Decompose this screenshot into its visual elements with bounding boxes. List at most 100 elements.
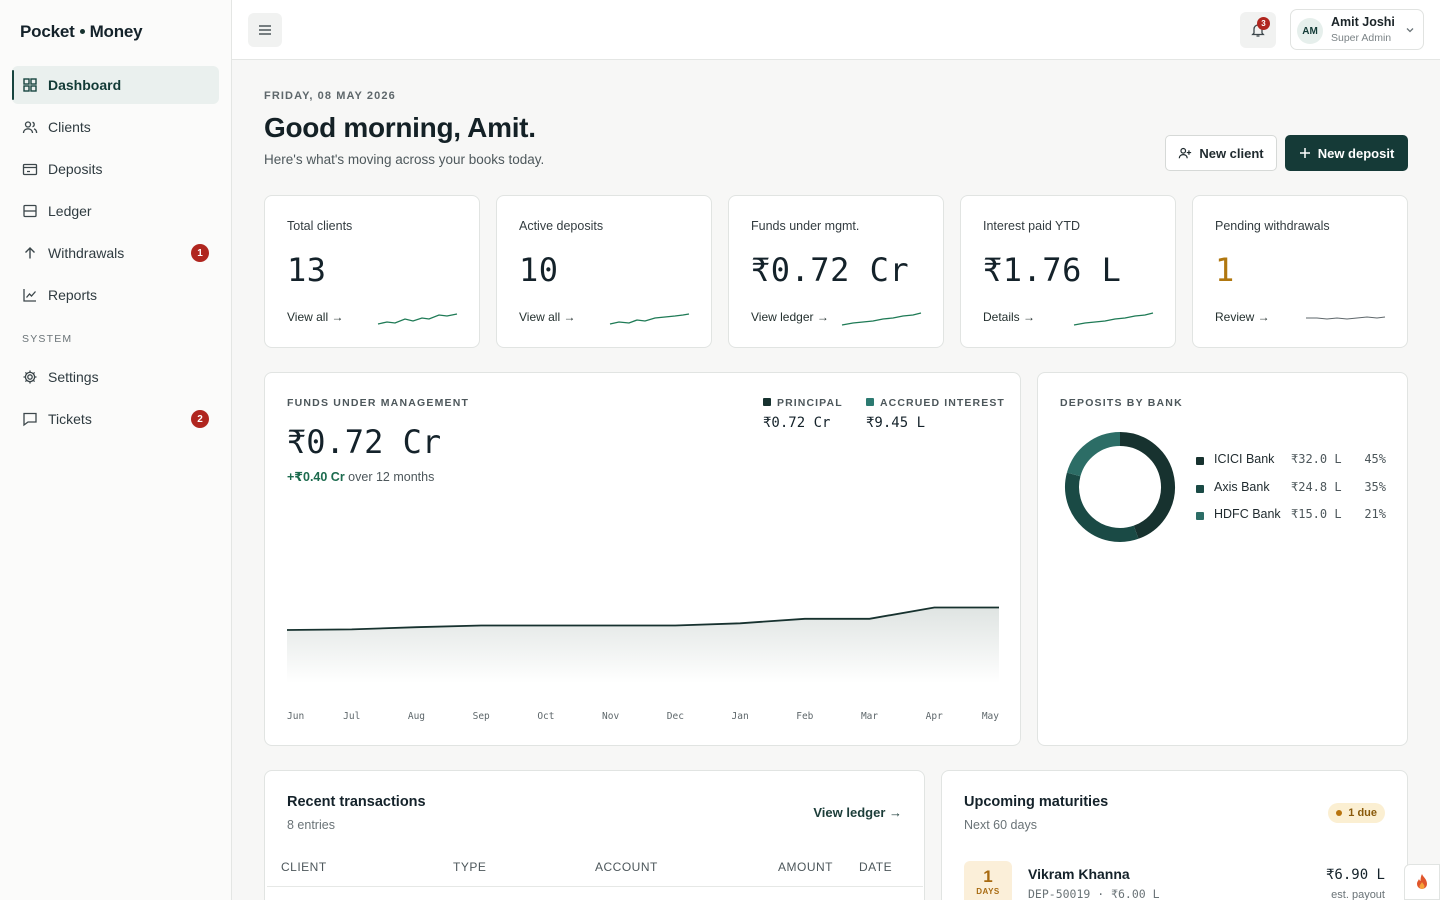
arrow-up-icon — [22, 245, 38, 261]
gear-icon — [22, 369, 38, 385]
chart-title: FUNDS UNDER MANAGEMENT — [287, 397, 470, 409]
stat-label: Funds under mgmt. — [751, 219, 860, 233]
stat-link[interactable]: View all → — [287, 310, 344, 324]
brand-logo[interactable]: Pocket Money — [20, 22, 143, 42]
sparkline — [1073, 312, 1154, 326]
nav-label: Clients — [48, 119, 91, 135]
current-date: FRIDAY, 08 MAY 2026 — [264, 90, 396, 102]
user-menu[interactable]: AM Amit Joshi Super Admin — [1290, 9, 1424, 50]
wallet-icon — [22, 161, 38, 177]
view-ledger-link[interactable]: View ledger → — [813, 805, 902, 820]
stat-link[interactable]: View all → — [519, 310, 576, 324]
new-deposit-button[interactable]: New deposit — [1285, 135, 1408, 171]
floating-action-button[interactable] — [1404, 864, 1440, 900]
stat-card-active-deposits[interactable]: Active deposits 10 View all → — [496, 195, 712, 348]
legend-swatch — [1196, 457, 1204, 465]
stat-card-pending-withdrawals[interactable]: Pending withdrawals 1 Review → — [1192, 195, 1408, 348]
legend-swatch — [1196, 512, 1204, 520]
donut-slice[interactable] — [1066, 432, 1121, 477]
nav-label: Reports — [48, 287, 98, 303]
nav-label: Tickets — [48, 411, 92, 427]
nav-item-dashboard[interactable]: Dashboard — [12, 66, 219, 104]
stat-link[interactable]: Review → — [1215, 310, 1270, 324]
nav-item-ledger[interactable]: Ledger — [12, 192, 219, 230]
nav-item-clients[interactable]: Clients — [12, 108, 219, 146]
stat-label: Interest paid YTD — [983, 219, 1081, 233]
x-tick-label: Jan — [732, 711, 749, 722]
new-client-label: New client — [1199, 145, 1264, 161]
message-icon — [22, 411, 38, 427]
funds-under-management-card: FUNDS UNDER MANAGEMENT ₹0.72 Cr +₹0.40 C… — [264, 372, 1021, 746]
stat-card-total-clients[interactable]: Total clients 13 View all → — [264, 195, 480, 348]
avatar: AM — [1297, 18, 1323, 44]
x-tick-label: Apr — [926, 711, 943, 722]
plus-icon — [1299, 148, 1310, 158]
sidebar: Pocket Money Dashboard Clients Deposits L… — [0, 0, 232, 900]
deposits-by-bank-card: DEPOSITS BY BANK ICICI Bank ₹32.0 L 45% … — [1037, 372, 1408, 746]
nav-item-tickets[interactable]: Tickets 2 — [12, 400, 219, 438]
maturity-deposit-ref: DEP-50019 · ₹6.00 L — [1028, 887, 1160, 900]
maturity-note: est. payout — [1331, 889, 1385, 900]
due-badge: 1 due — [1328, 803, 1385, 823]
hamburger-icon — [259, 25, 271, 35]
nav-label: Ledger — [48, 203, 92, 219]
stat-value: ₹1.76 L — [983, 251, 1122, 289]
page-title: Good morning, Amit. — [264, 112, 536, 143]
column-header-account[interactable]: ACCOUNT — [595, 860, 658, 874]
system-section-label: SYSTEM — [22, 333, 73, 345]
bank-amount: ₹24.8 L — [1291, 480, 1342, 494]
ledger-icon — [22, 203, 38, 219]
notification-count-badge: 3 — [1257, 17, 1270, 30]
nav-item-reports[interactable]: Reports — [12, 276, 219, 314]
bank-amount: ₹15.0 L — [1291, 507, 1342, 521]
days-remaining-label: DAYS — [976, 887, 1000, 896]
stat-label: Total clients — [287, 219, 353, 233]
legend-label: ACCRUED INTEREST — [880, 397, 1005, 409]
x-tick-label: Jul — [343, 711, 360, 722]
topbar: 3 AM Amit Joshi Super Admin — [232, 0, 1440, 60]
donut-slice[interactable] — [1065, 472, 1139, 542]
bank-percent: 45% — [1364, 452, 1386, 466]
maturity-client-name[interactable]: Vikram Khanna — [1028, 866, 1130, 882]
bank-name: Axis Bank — [1214, 480, 1270, 494]
new-client-button[interactable]: New client — [1165, 135, 1277, 171]
stat-link[interactable]: Details → — [983, 310, 1036, 324]
notifications-button[interactable]: 3 — [1240, 12, 1276, 48]
legend-swatch — [763, 398, 771, 406]
maturity-amount: ₹6.90 L — [1325, 867, 1385, 883]
flame-icon — [1417, 874, 1427, 889]
stat-card-funds-under-management[interactable]: Funds under mgmt. ₹0.72 Cr View ledger → — [728, 195, 944, 348]
recent-transactions-card: Recent transactions 8 entries View ledge… — [264, 770, 925, 900]
x-tick-label: Mar — [861, 711, 878, 722]
entries-count: 8 entries — [287, 818, 335, 832]
nav-item-settings[interactable]: Settings — [12, 358, 219, 396]
fum-delta-amount: +₹0.40 Cr — [287, 470, 345, 484]
column-header-client[interactable]: CLIENT — [281, 860, 327, 874]
donut-slice[interactable] — [1119, 432, 1175, 539]
column-header-type[interactable]: TYPE — [453, 860, 487, 874]
fum-area-chart: Jun Jul Aug Sep Oct Nov Dec Jan Feb Mar Apr May — [287, 606, 999, 722]
bank-row-icici: ICICI Bank ₹32.0 L 45% — [1196, 451, 1386, 471]
menu-toggle-button[interactable] — [248, 13, 282, 47]
legend-principal: PRINCIPAL — [763, 397, 843, 409]
stat-link[interactable]: View ledger → — [751, 310, 829, 324]
section-subtitle: Next 60 days — [964, 818, 1037, 832]
nav-item-deposits[interactable]: Deposits — [12, 150, 219, 188]
add-user-icon — [1179, 147, 1192, 159]
x-axis-ticks: Jun Jul Aug Sep Oct Nov Dec Jan Feb Mar Apr May — [287, 711, 999, 722]
column-header-date[interactable]: DATE — [859, 860, 893, 874]
nav-item-withdrawals[interactable]: Withdrawals 1 — [12, 234, 219, 272]
days-remaining-value: 1 — [983, 867, 993, 886]
legend-accrued-interest: ACCRUED INTEREST — [866, 397, 1005, 409]
legend-label: PRINCIPAL — [777, 397, 843, 409]
section-title: Recent transactions — [287, 794, 426, 810]
stat-card-interest-paid-ytd[interactable]: Interest paid YTD ₹1.76 L Details → — [960, 195, 1176, 348]
grid-icon — [22, 77, 38, 93]
series-line — [287, 606, 999, 631]
user-role: Super Admin — [1331, 32, 1392, 44]
nav-label: Deposits — [48, 161, 103, 177]
column-header-amount[interactable]: AMOUNT — [778, 860, 833, 874]
due-label: 1 due — [1348, 807, 1377, 819]
fum-delta: +₹0.40 Cr over 12 months — [287, 469, 434, 484]
status-dot-icon — [1336, 810, 1343, 816]
